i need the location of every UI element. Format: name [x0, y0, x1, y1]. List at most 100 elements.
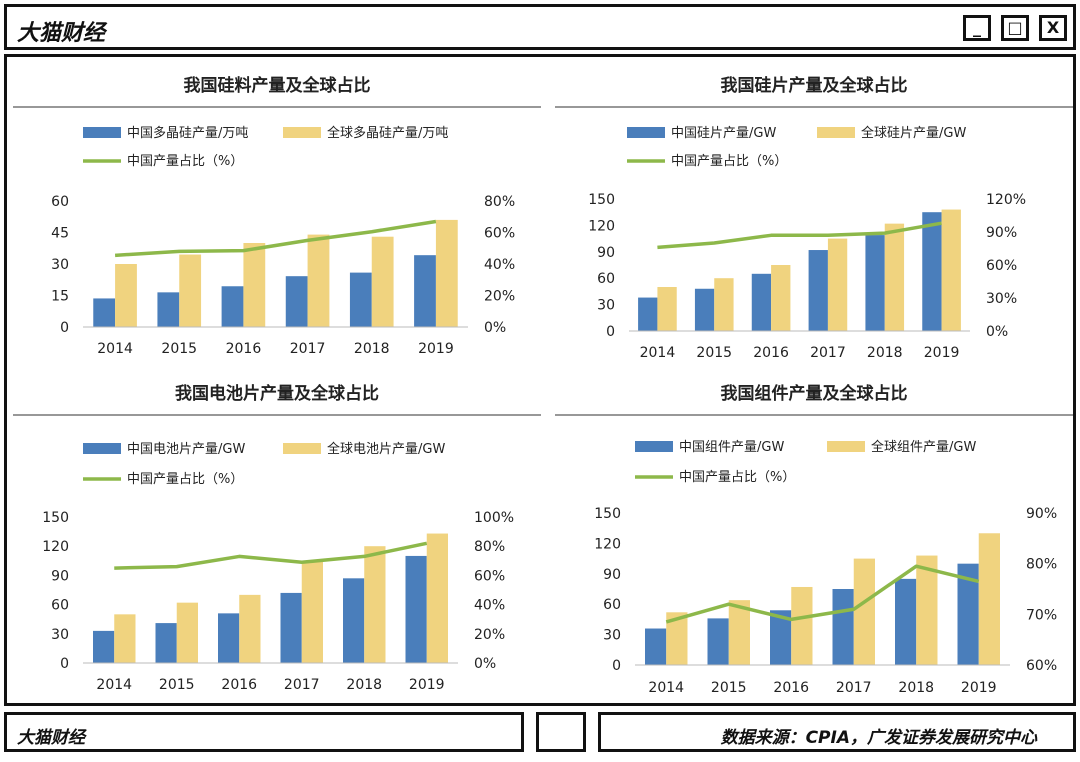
y-tick-label: 30 — [51, 627, 69, 643]
chart-title: 我国硅料产量及全球占比 — [184, 75, 371, 96]
y-tick-label: 60 — [597, 271, 615, 287]
x-tick-label: 2018 — [867, 345, 903, 361]
bar-china-2016 — [770, 610, 792, 665]
chart-title: 我国电池片产量及全球占比 — [175, 383, 379, 404]
y-tick-label: 30 — [597, 298, 615, 314]
bar-china-2017 — [280, 592, 302, 663]
maximize-button[interactable]: □ — [1001, 15, 1029, 41]
bar-global-2015 — [176, 602, 198, 663]
bar-china-2019 — [957, 563, 979, 665]
bar-global-2014 — [114, 614, 136, 663]
y-tick-label: 120 — [42, 539, 69, 555]
y2-tick-label: 60% — [474, 568, 505, 584]
legend-swatch-china — [83, 443, 121, 454]
window-title-bar: 大猫财经 _ □ X — [4, 4, 1076, 50]
legend-swatch-global — [817, 127, 855, 138]
y2-tick-label: 40% — [474, 598, 505, 614]
y2-tick-label: 20% — [484, 289, 515, 305]
y2-tick-label: 80% — [474, 539, 505, 555]
y-tick-label: 30 — [51, 257, 69, 273]
bar-global-2018 — [884, 223, 905, 331]
legend-swatch-china — [635, 441, 673, 452]
y2-tick-label: 70% — [1026, 607, 1057, 623]
x-tick-label: 2017 — [810, 345, 846, 361]
bar-china-2016 — [221, 286, 244, 327]
footer-source-box: 数据来源：CPIA，广发证券发展研究中心 — [598, 712, 1076, 752]
bar-global-2017 — [301, 560, 323, 663]
bar-global-2018 — [371, 236, 394, 327]
legend-label-china: 中国硅片产量/GW — [671, 126, 776, 141]
bar-china-2014 — [93, 298, 116, 327]
y2-tick-label: 0% — [986, 324, 1008, 340]
bar-global-2018 — [916, 555, 938, 665]
footer-brand-box: 大猫财经 — [4, 712, 524, 752]
x-tick-label: 2016 — [221, 677, 257, 693]
footer-source: 数据来源：CPIA，广发证券发展研究中心 — [720, 728, 1037, 748]
x-tick-label: 2015 — [159, 677, 195, 693]
y2-tick-label: 100% — [474, 510, 514, 526]
bar-global-2014 — [666, 612, 688, 665]
bar-china-2016 — [751, 273, 772, 331]
bar-china-2018 — [895, 578, 917, 665]
bar-china-2017 — [285, 276, 308, 327]
bar-china-2018 — [865, 235, 885, 331]
bar-china-2015 — [707, 618, 729, 665]
legend-label-share: 中国产量占比（%） — [127, 154, 243, 169]
bar-global-2019 — [435, 219, 458, 327]
y2-tick-label: 0% — [474, 656, 496, 672]
legend-label-china: 中国电池片产量/GW — [127, 442, 245, 457]
legend-label-global: 全球硅片产量/GW — [861, 125, 966, 141]
x-tick-label: 2015 — [696, 345, 732, 361]
bar-global-2018 — [364, 546, 386, 663]
bar-global-2017 — [853, 558, 875, 665]
line-share — [114, 219, 437, 258]
y-tick-label: 150 — [588, 192, 615, 208]
bar-china-2019 — [405, 555, 427, 663]
y-tick-label: 90 — [51, 568, 69, 584]
y-tick-label: 90 — [603, 567, 621, 583]
x-tick-label: 2019 — [409, 677, 445, 693]
y-tick-label: 90 — [597, 245, 615, 261]
y2-tick-label: 40% — [484, 257, 515, 273]
x-tick-label: 2018 — [346, 677, 382, 693]
y-tick-label: 120 — [594, 536, 621, 552]
bar-china-2015 — [155, 623, 177, 663]
bar-global-2016 — [791, 586, 813, 665]
line-share — [657, 221, 942, 250]
window-title: 大猫财经 — [17, 21, 106, 46]
bar-global-2017 — [827, 238, 848, 331]
footer-brand: 大猫财经 — [17, 728, 85, 748]
bar-china-2017 — [808, 250, 828, 331]
y2-tick-label: 0% — [484, 320, 506, 336]
y2-tick-label: 30% — [986, 291, 1017, 307]
y-tick-label: 0 — [60, 656, 69, 672]
bar-china-2015 — [157, 292, 180, 327]
bar-global-2016 — [243, 243, 266, 327]
y-tick-label: 45 — [51, 226, 69, 242]
y-tick-label: 60 — [51, 598, 69, 614]
bar-china-2014 — [638, 297, 658, 331]
bar-china-2014 — [93, 630, 115, 663]
bar-global-2015 — [179, 254, 202, 327]
y2-tick-label: 120% — [986, 192, 1026, 208]
y-tick-label: 0 — [612, 658, 621, 674]
bar-global-2019 — [978, 533, 1000, 665]
y2-tick-label: 80% — [1026, 557, 1057, 573]
bar-global-2016 — [239, 594, 261, 663]
legend-swatch-china — [83, 127, 121, 138]
minimize-button[interactable]: _ — [963, 15, 991, 41]
bar-china-2018 — [349, 272, 372, 327]
bar-china-2019 — [922, 212, 942, 331]
y2-tick-label: 90% — [1026, 506, 1057, 522]
bar-china-2019 — [414, 255, 436, 327]
legend-label-share: 中国产量占比（%） — [127, 472, 243, 487]
y2-tick-label: 60% — [986, 258, 1017, 274]
bar-global-2014 — [115, 264, 137, 327]
x-tick-label: 2019 — [924, 345, 960, 361]
bar-china-2017 — [832, 589, 854, 665]
y-tick-label: 15 — [51, 289, 69, 305]
x-tick-label: 2016 — [773, 680, 809, 696]
y-tick-label: 0 — [606, 324, 615, 340]
close-button[interactable]: X — [1039, 15, 1067, 41]
